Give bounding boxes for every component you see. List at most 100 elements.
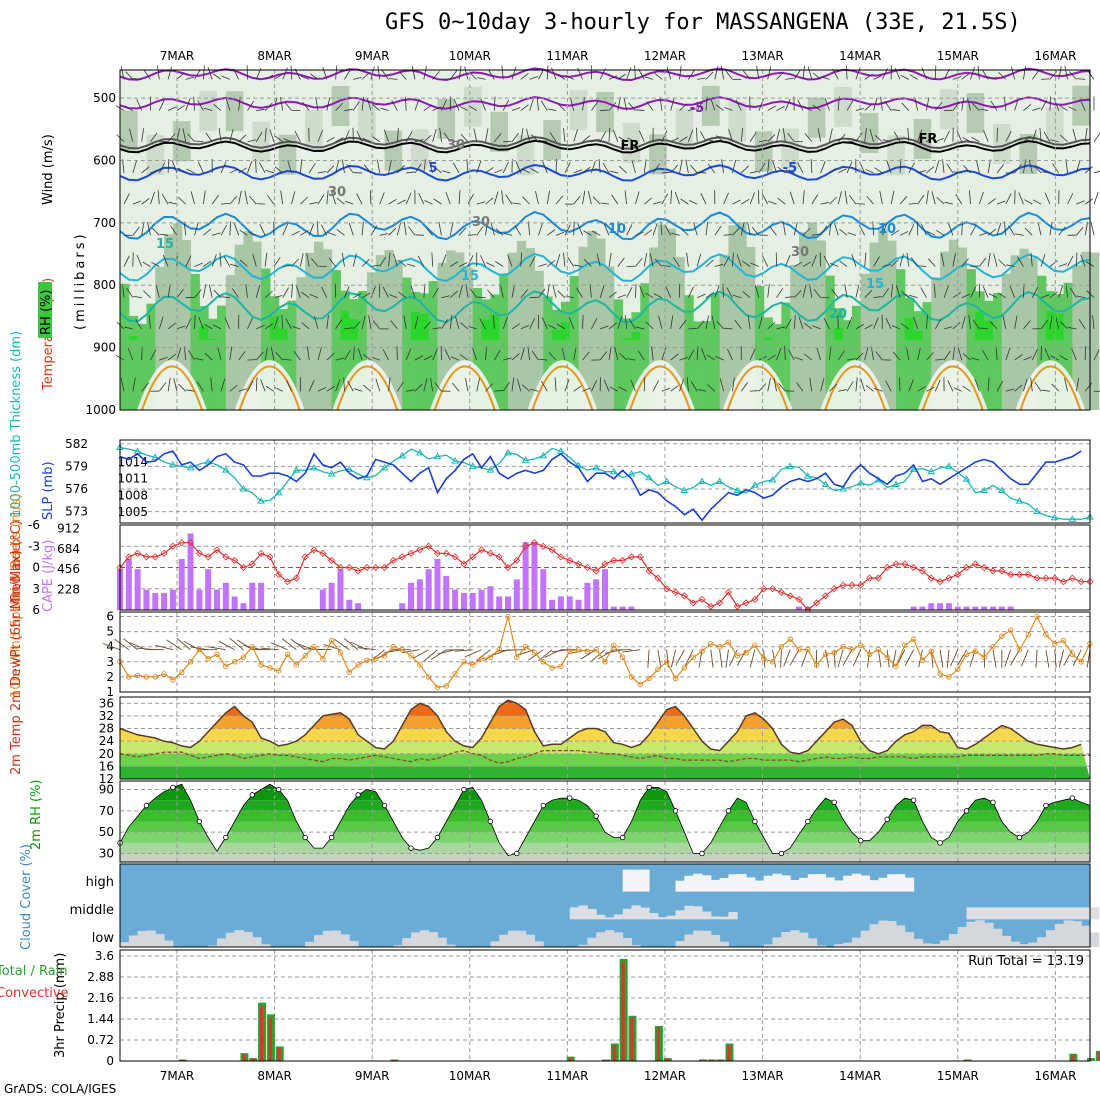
wind-barb [784, 346, 786, 361]
wind-barb [732, 294, 742, 299]
cape-bar [231, 596, 238, 610]
wind-barb [1059, 134, 1068, 143]
wind-speed-point [840, 643, 846, 650]
wind-barb [155, 644, 174, 651]
wind-speed-point [954, 666, 961, 673]
wind-barb [573, 195, 581, 205]
rh-band [120, 853, 1090, 862]
wind-barb [362, 137, 372, 143]
wind-barb [906, 252, 910, 267]
wind-barb [485, 167, 494, 174]
wind-barb [580, 649, 597, 660]
wind-barb [618, 386, 627, 392]
wind-barb [136, 99, 143, 111]
wind-barb [546, 284, 550, 298]
cloud-level-middle: middle [70, 903, 114, 918]
rh-shade [1019, 248, 1029, 410]
wind-barb [582, 166, 591, 174]
li-point [751, 595, 759, 603]
li-point [1051, 574, 1059, 582]
li-point [301, 553, 309, 561]
wind-barb [855, 323, 865, 330]
wind-barb [635, 283, 637, 298]
wind-barb [643, 159, 647, 173]
wind-barb [218, 640, 235, 651]
cape-bar [910, 606, 917, 610]
rh-point [514, 850, 520, 857]
wind-barb [882, 288, 889, 298]
wind-barb [1049, 291, 1058, 299]
temperature-contour [531, 365, 594, 411]
wind-barb [403, 315, 407, 329]
li-point [768, 585, 777, 593]
li-point [231, 556, 239, 564]
wind-barb [685, 159, 689, 174]
wind-speed-point [320, 656, 326, 662]
wind-barb [1084, 166, 1093, 174]
date-label-top: 11MAR [546, 49, 588, 63]
thickness-point [892, 480, 900, 488]
wind-barb [132, 160, 138, 174]
wind-barb [829, 167, 838, 174]
rh-shade [631, 332, 641, 340]
temp-tick: 36 [99, 696, 114, 710]
wind-barb [741, 198, 750, 205]
cloud-level-low: low [92, 931, 115, 946]
rh-shade [869, 242, 879, 410]
wind-barb [273, 257, 281, 267]
wind-speed-point [1034, 613, 1040, 620]
rh-shade [261, 268, 271, 410]
wind-barb [697, 388, 707, 392]
cloud-mid [1081, 907, 1091, 920]
wind-barb [726, 287, 733, 298]
wind-barb [391, 100, 398, 111]
rh-shade [499, 275, 509, 410]
wind-barb [716, 320, 724, 330]
li-tick: 0 [32, 561, 40, 575]
cloud-mid [596, 914, 606, 920]
wind-barb [423, 159, 426, 173]
wind-barb [837, 96, 840, 111]
wind-barb [1044, 192, 1051, 205]
wind-speed-point [699, 648, 705, 654]
wind-barb [300, 196, 308, 205]
wind-barb [1055, 315, 1060, 329]
wind-barb [347, 380, 354, 392]
wind-barb [229, 168, 239, 174]
wind-barb [480, 255, 486, 267]
wind-barb [458, 227, 467, 236]
cloud-low [957, 926, 968, 947]
cloud-high [728, 874, 738, 892]
precip-convective-bar [630, 1017, 634, 1061]
temp-tick: 28 [99, 722, 114, 736]
temperature-contour [238, 365, 301, 411]
li-point [522, 542, 530, 550]
wind-barb [688, 108, 697, 111]
wind-barb [917, 194, 925, 205]
wind-barb [1075, 252, 1078, 267]
wind-barb [778, 382, 786, 392]
wind-barb [777, 197, 786, 205]
cloud-low [128, 935, 139, 947]
wind-speed-point [399, 646, 405, 653]
wind-barb [1067, 255, 1074, 267]
cloud-low [1010, 941, 1020, 947]
wind-barb [124, 106, 133, 111]
wind-barb [479, 318, 486, 330]
wind-barb [264, 102, 273, 111]
rh-shade [120, 110, 138, 151]
wind-barb [203, 228, 212, 236]
rh-shade [904, 297, 915, 410]
wind-barb [1050, 139, 1059, 143]
wind-barb [414, 383, 423, 392]
precip-tick: 1.44 [87, 1012, 114, 1026]
wind-barb [582, 135, 591, 143]
li-point [354, 567, 362, 575]
wind-barb [185, 318, 192, 330]
wind-barb [784, 254, 791, 267]
li-point [592, 567, 600, 575]
rh-shade [411, 129, 429, 170]
wind-barb [538, 263, 547, 267]
rh-point [196, 818, 203, 825]
wind-barb [962, 137, 971, 143]
